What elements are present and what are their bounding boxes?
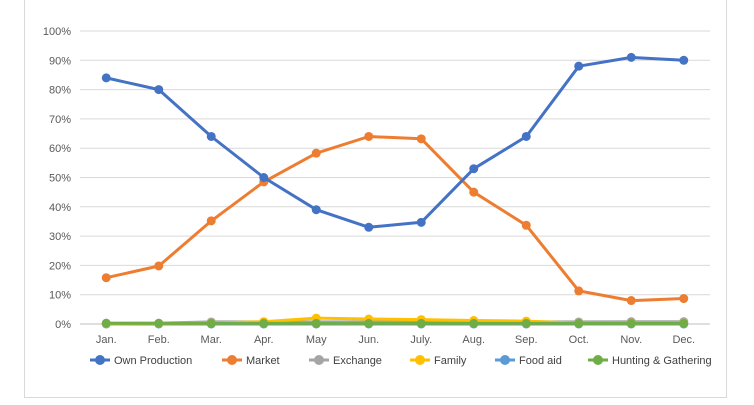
x-tick-label: Apr. (254, 334, 274, 346)
data-point (101, 318, 111, 328)
data-point (679, 55, 689, 65)
data-point (154, 261, 164, 271)
legend-label: Exchange (333, 355, 382, 367)
legend-label: Hunting & Gathering (612, 355, 712, 367)
data-point (206, 216, 216, 226)
data-point (626, 318, 636, 328)
data-point (521, 318, 531, 328)
data-point (206, 318, 216, 328)
x-tick-label: Feb. (148, 334, 170, 346)
data-point (311, 318, 321, 328)
legend-marker (227, 355, 237, 365)
y-tick-label: 60% (49, 143, 71, 155)
x-tick-label: Dec. (672, 334, 695, 346)
series-market (101, 131, 689, 306)
data-point (206, 131, 216, 141)
legend: Own Production Market Exchange Family Food a… (90, 355, 712, 367)
data-point (101, 273, 111, 283)
data-point (259, 173, 269, 182)
data-point (154, 318, 164, 328)
data-point (154, 85, 164, 95)
legend-marker (95, 355, 105, 365)
legend-item: Market (222, 355, 280, 367)
x-axis-tick-labels: Jan. Feb. Mar. Apr. May Jun. July. Aug. Sep. Oct.… (96, 334, 695, 346)
x-tick-label: Nov. (620, 334, 642, 346)
legend-label: Market (246, 355, 280, 367)
legend-item: Family (410, 355, 467, 367)
legend-item: Food aid (495, 355, 562, 367)
data-point (364, 318, 374, 328)
x-tick-label: May (306, 334, 327, 346)
y-axis-tick-labels: 0% 10% 20% 30% 40% 50% 60% 70% 80% 90% 100% (43, 26, 71, 331)
data-point (679, 318, 689, 328)
data-point (101, 73, 111, 83)
y-tick-label: 40% (49, 202, 71, 214)
series-layer (101, 52, 689, 329)
data-point (574, 318, 584, 328)
y-tick-label: 0% (55, 319, 71, 331)
data-point (416, 217, 426, 227)
data-point (311, 205, 321, 215)
y-tick-label: 30% (49, 231, 71, 243)
x-tick-label: Aug. (462, 334, 485, 346)
series-line (104, 135, 686, 303)
legend-marker (314, 355, 324, 365)
data-point (364, 222, 374, 232)
grid-lines (80, 30, 710, 325)
legend-label: Own Production (114, 355, 192, 367)
chart-frame (24, 0, 727, 398)
y-tick-label: 70% (49, 114, 71, 126)
legend-label: Food aid (519, 355, 562, 367)
series-own-production (101, 52, 689, 232)
data-point (364, 131, 374, 141)
y-tick-label: 10% (49, 290, 71, 302)
data-point (469, 318, 479, 328)
x-tick-label: Jan. (96, 334, 117, 346)
x-tick-label: Mar. (201, 334, 222, 346)
data-point (626, 52, 636, 62)
data-point (574, 61, 584, 71)
x-tick-label: Sep. (515, 334, 538, 346)
x-tick-label: July. (410, 334, 432, 346)
legend-item: Exchange (309, 355, 382, 367)
data-point (521, 131, 531, 141)
data-point (259, 318, 269, 328)
data-point (626, 296, 636, 306)
legend-item: Own Production (90, 355, 192, 367)
legend-item: Hunting & Gathering (588, 355, 712, 367)
x-tick-label: Jun. (358, 334, 379, 346)
y-tick-label: 20% (49, 260, 71, 272)
data-point (574, 286, 584, 296)
data-point (416, 318, 426, 328)
data-point (469, 187, 479, 197)
data-point (679, 294, 689, 304)
legend-label: Family (434, 355, 467, 367)
x-tick-label: Oct. (569, 334, 589, 346)
legend-marker (500, 355, 510, 365)
legend-marker (415, 355, 425, 365)
data-point (521, 220, 531, 230)
y-tick-label: 80% (49, 85, 71, 97)
series-line (104, 55, 686, 229)
series-hunting-gathering (101, 318, 689, 328)
data-point (416, 134, 426, 144)
data-point (311, 148, 321, 158)
data-point (469, 164, 479, 174)
y-tick-label: 90% (49, 55, 71, 67)
legend-marker (593, 355, 603, 365)
y-tick-label: 50% (49, 173, 71, 185)
y-tick-label: 100% (43, 26, 71, 38)
